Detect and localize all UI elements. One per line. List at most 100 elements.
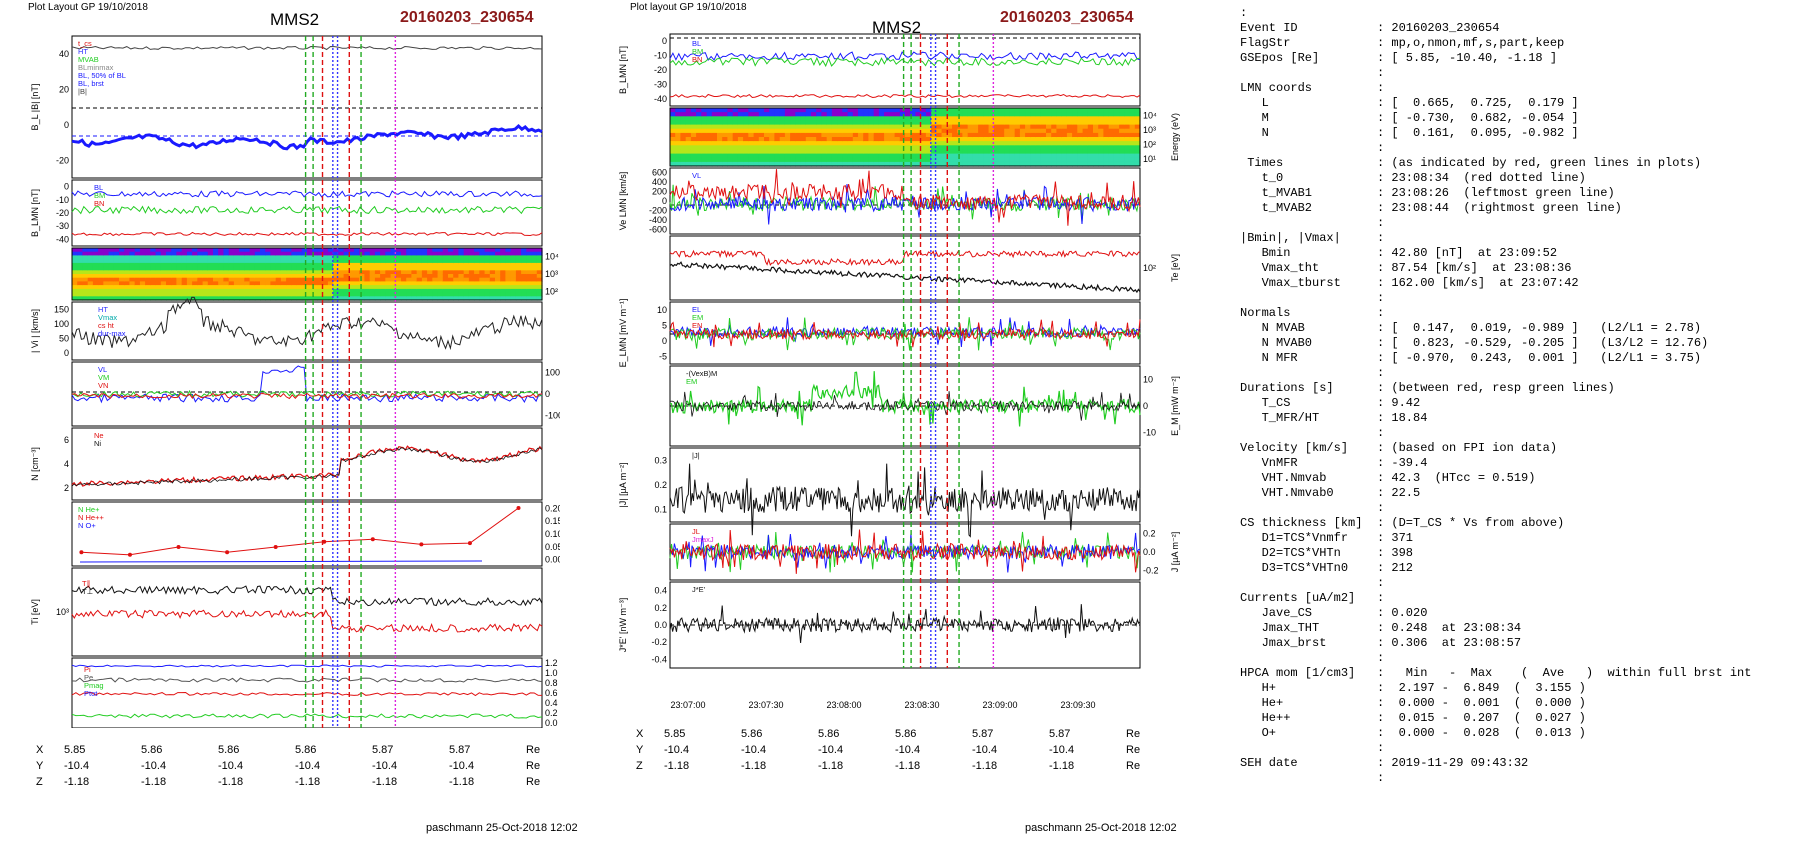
spectrogram-cell xyxy=(124,288,130,294)
spectrogram-cell xyxy=(286,259,292,264)
spectrogram-cell xyxy=(228,262,235,268)
spectrogram-cell xyxy=(380,259,386,264)
spectrogram-cell xyxy=(706,120,713,126)
spectrogram-cell xyxy=(737,161,744,167)
spectrogram-cell xyxy=(748,132,755,138)
spectrogram-cell xyxy=(805,108,812,113)
spectrogram-cell xyxy=(863,145,869,150)
spectrogram-cell xyxy=(171,277,177,282)
spectrogram-cell xyxy=(1129,124,1136,130)
spectrogram-cell xyxy=(1087,137,1094,142)
spectrogram-cell xyxy=(993,112,1000,117)
spectrogram-cell xyxy=(805,120,812,126)
summary-line: : xyxy=(1240,576,1800,591)
spectrogram-cell xyxy=(260,259,266,264)
spectrogram-cell xyxy=(737,132,744,138)
summary-line: t_MVAB2: 23:08:44 (rightmost green line) xyxy=(1240,201,1800,216)
spectrogram-cell xyxy=(685,157,692,163)
spectrogram-cell xyxy=(931,116,937,121)
spectrogram-cell xyxy=(87,266,94,271)
spectrogram-cell xyxy=(82,277,89,282)
spectrogram-cell xyxy=(98,296,104,301)
spectrogram-cell xyxy=(748,153,755,159)
spectrogram-cell xyxy=(296,259,303,264)
spectrogram-cell xyxy=(98,274,104,279)
summary-value: : xyxy=(1377,591,1385,605)
spectrogram-cell xyxy=(395,262,402,268)
summary-key: He++ xyxy=(1240,711,1291,725)
left-header: Plot Layout GP 19/10/2018 xyxy=(28,2,148,13)
spectrogram-cell xyxy=(265,255,271,260)
y-tick-label: 100 xyxy=(54,319,69,329)
spectrogram-cell xyxy=(774,149,781,155)
spectrogram-cell xyxy=(962,128,969,134)
spectrogram-cell xyxy=(113,274,120,279)
spectrogram-cell xyxy=(343,281,350,286)
spectrogram-cell xyxy=(98,270,104,275)
spectrogram-cell xyxy=(889,132,896,138)
spectrogram-cell xyxy=(254,296,261,301)
spectrogram-cell xyxy=(531,270,538,275)
spectrogram-cell xyxy=(479,255,486,260)
spectrogram-cell xyxy=(155,281,162,286)
legend-entry: BN xyxy=(94,199,104,208)
spectrogram-cell xyxy=(150,277,157,282)
spectrogram-cell xyxy=(732,120,739,126)
spectrogram-cell xyxy=(92,266,99,271)
summary-line: : xyxy=(1240,366,1800,381)
el-trace xyxy=(669,317,1141,347)
spectrogram-cell xyxy=(453,248,459,253)
spectrogram-cell xyxy=(1072,145,1078,150)
spectrogram-cell xyxy=(301,292,308,297)
spectrogram-cell xyxy=(531,274,538,279)
spectrogram-cell xyxy=(931,145,937,150)
spectrogram-cell xyxy=(1035,132,1042,138)
spectrogram-cell xyxy=(442,270,449,275)
spectrogram-cell xyxy=(983,116,990,121)
spectrogram-cell xyxy=(176,248,183,253)
spectrogram-cell xyxy=(239,285,245,290)
spectrogram-cell xyxy=(103,262,110,268)
spectrogram-cell xyxy=(453,255,459,260)
spectrogram-cell xyxy=(265,270,271,275)
spectrogram-cell xyxy=(385,251,392,256)
coord-value: -10.4 xyxy=(895,744,921,756)
spectrogram-cell xyxy=(92,292,99,297)
spectrogram-cell xyxy=(145,296,151,301)
spectrogram-cell xyxy=(213,266,219,271)
spectrogram-cell xyxy=(218,259,224,264)
spectrogram-cell xyxy=(510,285,517,290)
spectrogram-cell xyxy=(260,262,266,268)
spectrogram-cell xyxy=(296,251,303,256)
y-tick-label: 1.2 xyxy=(545,658,558,668)
summary-line: : xyxy=(1240,66,1800,81)
spectrogram-cell xyxy=(207,251,214,256)
spectrogram-cell xyxy=(727,157,734,163)
spectrogram-cell xyxy=(124,248,130,253)
spectrogram-cell xyxy=(233,274,240,279)
spectrogram-cell xyxy=(852,124,859,130)
spectrogram-cell xyxy=(416,288,423,294)
spectrogram-cell xyxy=(531,277,538,282)
spectrogram-cell xyxy=(145,277,151,282)
spectrogram-cell xyxy=(312,251,318,256)
spectrogram-cell xyxy=(858,108,864,113)
spectrogram-cell xyxy=(701,149,708,155)
summary-value: : 0.000 - 0.001 ( 0.000 ) xyxy=(1377,696,1586,710)
spectrogram-cell xyxy=(427,292,433,297)
spectrogram-cell xyxy=(286,270,292,275)
spectrogram-cell xyxy=(978,124,984,130)
spectrogram-cell xyxy=(82,296,89,301)
spectrogram-cell xyxy=(790,120,796,126)
spectrogram-cell xyxy=(343,266,350,271)
spectrogram-cell xyxy=(166,266,172,271)
spectrogram-cell xyxy=(82,266,89,271)
spectrogram-cell xyxy=(474,270,480,275)
spectrogram-cell xyxy=(1025,161,1031,167)
spectrogram-cell xyxy=(978,132,984,138)
spectrogram-cell xyxy=(920,137,927,142)
spectrogram-cell xyxy=(1066,116,1073,121)
spectrogram-cell xyxy=(176,270,183,275)
spectrogram-cell xyxy=(1098,112,1104,117)
spectrogram-cell xyxy=(103,255,110,260)
